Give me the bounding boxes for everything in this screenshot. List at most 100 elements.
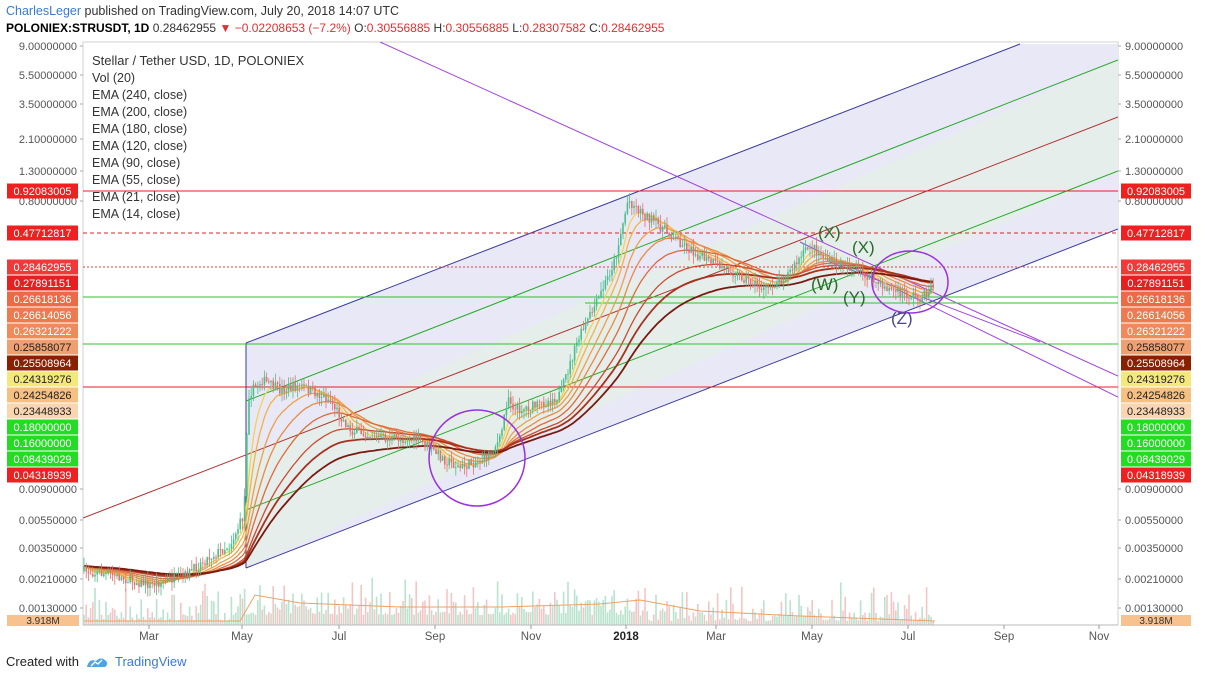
volume-bar [540, 608, 543, 625]
volume-tag-label: 3.918M [1139, 616, 1172, 627]
y-tick-label-right: 3.50000000 [1125, 99, 1183, 111]
ema-line [83, 227, 934, 583]
candle-body [829, 256, 831, 262]
volume-bar [94, 587, 96, 625]
candle-body [439, 450, 442, 461]
volume-bar [248, 614, 250, 625]
candle-body [235, 533, 237, 540]
y-tick-label-right: 0.00550000 [1125, 515, 1183, 527]
volume-bar [188, 606, 191, 625]
volume-ma-line [84, 594, 936, 622]
volume-bar [642, 610, 644, 625]
volume-bar [763, 600, 765, 625]
volume-bar [474, 608, 477, 625]
candle-body [897, 287, 899, 292]
price-tag-label: 0.47712817 [13, 228, 71, 240]
volume-bar [824, 619, 827, 625]
volume-bar [595, 598, 598, 625]
volume-bar [384, 613, 387, 625]
volume-bar [655, 594, 657, 625]
candle-body [787, 272, 789, 279]
candle-body [569, 360, 571, 374]
volume-bar [180, 602, 182, 625]
candle-body [543, 401, 545, 408]
candle-body [591, 312, 593, 313]
volume-bar [422, 601, 424, 625]
volume-bar [314, 614, 316, 625]
x-tick-label: May [231, 631, 253, 643]
candle-body [162, 581, 164, 583]
volume-bar [470, 613, 472, 625]
candle-body [103, 574, 105, 577]
candle-body [472, 465, 475, 468]
legend-indicator: EMA (240, close) [92, 88, 187, 102]
candle-body [611, 270, 613, 276]
candle-body [336, 407, 338, 410]
price-tag [7, 403, 78, 419]
candle-body [923, 290, 926, 297]
candle-body [204, 563, 206, 565]
volume-bar [433, 614, 435, 625]
candle-body [213, 556, 215, 560]
candle-body [353, 432, 356, 435]
legend-indicator: EMA (120, close) [92, 139, 187, 153]
candle-body [474, 462, 477, 468]
volume-bar [147, 608, 149, 625]
volume-bar [752, 608, 754, 625]
candle-body [840, 261, 842, 266]
channel-upper-line [245, 43, 1021, 344]
volume-bar [815, 616, 818, 625]
price-tag [7, 323, 78, 339]
candle-body [232, 539, 235, 545]
volume-bar [840, 582, 842, 625]
candle-body [615, 257, 618, 259]
volume-bar [890, 591, 893, 625]
candle-body [659, 223, 662, 232]
volume-bar [668, 606, 670, 625]
price-tag [1121, 403, 1191, 419]
volume-bar [450, 592, 453, 625]
tradingview-link[interactable]: TradingView [114, 654, 187, 669]
volume-bar [435, 611, 437, 625]
volume-bar [338, 605, 340, 625]
volume-bar [758, 614, 761, 625]
volume-bar [224, 612, 226, 625]
volume-bar [477, 602, 479, 625]
candle-body [325, 395, 327, 402]
price-scales: 9.00000000 9.00000000 5.50000000 5.50000000… [7, 41, 1191, 627]
candle-body [730, 272, 732, 275]
candle-body [633, 206, 635, 208]
candle-body [426, 442, 428, 448]
volume-bar [369, 602, 371, 625]
candle-body [510, 397, 512, 404]
volume-bar [749, 620, 752, 625]
candle-body [600, 290, 602, 297]
candle-body [725, 266, 728, 269]
legend-indicator: EMA (90, close) [92, 156, 180, 170]
volume-bar [538, 598, 541, 625]
author-link[interactable]: CharlesLeger [6, 4, 82, 18]
change-value: −0.02208653 (−7.2%) [234, 21, 351, 35]
candle-body [481, 460, 483, 463]
candle-body [283, 387, 285, 393]
candle-body [85, 566, 87, 572]
volume-bar [243, 588, 246, 625]
candle-body [248, 398, 250, 435]
price-tag-label: 0.16000000 [1127, 438, 1185, 450]
candle-body [560, 386, 563, 392]
candle-body [402, 439, 404, 443]
candle-body [875, 282, 877, 283]
candle-body [109, 571, 112, 574]
candle-body [796, 262, 798, 265]
candle-body [307, 385, 310, 394]
chart-area[interactable]: (X) (X) (W) (Y) (Z) Stellar / Tether USD… [0, 39, 1205, 659]
candle-body [217, 548, 219, 558]
volume-bar [774, 615, 776, 625]
volume-bar [741, 586, 743, 625]
candle-body [857, 264, 860, 269]
candle-body [835, 259, 838, 267]
candle-body [626, 202, 629, 214]
candle-body [512, 403, 514, 410]
candle-body [272, 380, 274, 389]
volume-bar [780, 601, 783, 625]
